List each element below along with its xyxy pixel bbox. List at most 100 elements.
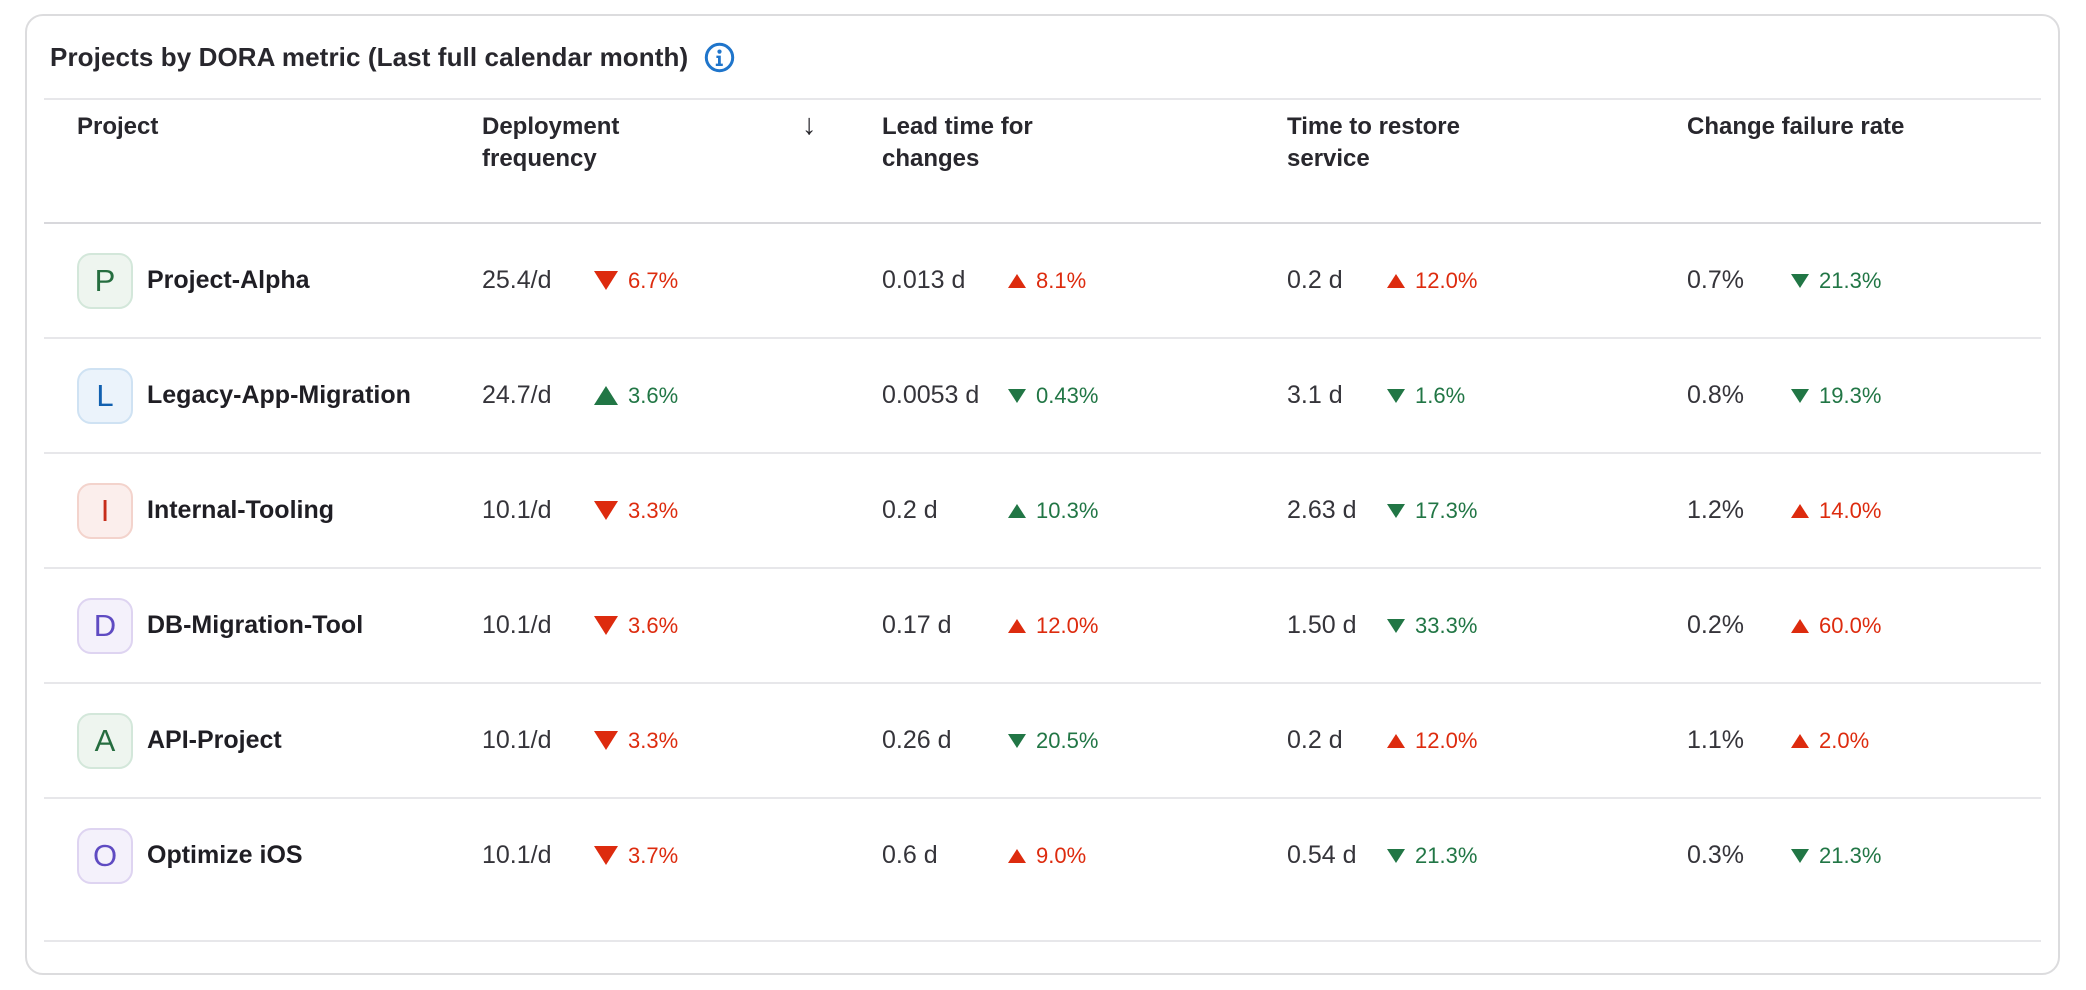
trend-indicator: 8.1% [1008, 268, 1086, 294]
column-header-time-to-restore[interactable]: Time to restore service [1262, 100, 1662, 222]
change-failure-rate-cell: 1.1% 2.0% [1662, 726, 2041, 755]
delta-percent: 10.3% [1036, 497, 1099, 523]
delta-percent: 14.0% [1819, 497, 1882, 523]
column-header-label: Change failure rate [1687, 113, 1905, 140]
avatar-letter: D [93, 607, 117, 643]
delta-percent: 3.7% [628, 842, 679, 868]
trend-triangle-icon [1791, 733, 1809, 748]
project-avatar[interactable]: I [77, 482, 133, 539]
trend-indicator: 3.3% [594, 728, 678, 754]
avatar-letter: P [94, 262, 116, 298]
deployment-frequency-cell: 25.4/d 6.7% [457, 266, 857, 295]
delta-percent: 3.6% [628, 612, 679, 638]
change-failure-rate-cell: 0.3% 21.3% [1662, 841, 2041, 870]
trend-indicator: 3.6% [594, 613, 678, 639]
metric-value: 0.2 d [1287, 266, 1343, 294]
trend-indicator: 17.3% [1387, 498, 1477, 524]
time-to-restore-cell: 0.2 d 12.0% [1262, 266, 1662, 295]
trend-indicator: 9.0% [1008, 843, 1086, 869]
metric-value: 0.17 d [882, 611, 952, 639]
metric-value: 0.7% [1687, 266, 1744, 294]
trend-triangle-icon [1387, 618, 1405, 633]
delta-percent: 21.3% [1819, 842, 1882, 868]
table-body: P Project-Alpha 25.4/d 6.7% 0.013 d 8.1%… [44, 224, 2041, 942]
change-failure-rate-cell: 0.8% 19.3% [1662, 381, 2041, 410]
delta-percent: 9.0% [1036, 842, 1087, 868]
trend-triangle-icon [1791, 503, 1809, 518]
time-to-restore-cell: 0.2 d 12.0% [1262, 726, 1662, 755]
metric-value: 10.1/d [482, 611, 552, 639]
delta-percent: 3.3% [628, 497, 679, 523]
delta-percent: 6.7% [628, 267, 679, 293]
trend-triangle-icon [1791, 618, 1809, 633]
trend-triangle-icon [594, 386, 618, 405]
time-to-restore-cell: 1.50 d 33.3% [1262, 611, 1662, 640]
column-header-label: Time to restore service [1287, 113, 1460, 172]
trend-triangle-icon [1387, 503, 1405, 518]
projects-dora-table: Project Deployment frequency ↓ Lead time… [44, 98, 2041, 942]
project-name-link[interactable]: Legacy-App-Migration [147, 381, 411, 409]
trend-triangle-icon [1008, 848, 1026, 863]
column-header-change-failure-rate[interactable]: Change failure rate [1662, 100, 2041, 222]
trend-triangle-icon [1387, 733, 1405, 748]
project-name-link[interactable]: Project-Alpha [147, 266, 310, 294]
project-cell: D DB-Migration-Tool [44, 597, 457, 654]
trend-triangle-icon [1791, 388, 1809, 403]
project-avatar[interactable]: A [77, 712, 133, 769]
trend-indicator: 60.0% [1791, 613, 1881, 639]
delta-percent: 3.6% [628, 382, 679, 408]
avatar-letter: L [96, 377, 114, 413]
trend-triangle-icon [1008, 618, 1026, 633]
panel-title: Projects by DORA metric (Last full calen… [50, 41, 689, 72]
project-avatar[interactable]: O [77, 827, 133, 884]
info-icon[interactable] [703, 41, 736, 74]
table-row: I Internal-Tooling 10.1/d 3.3% 0.2 d 10.… [44, 454, 2041, 569]
table-row: L Legacy-App-Migration 24.7/d 3.6% 0.005… [44, 339, 2041, 454]
project-avatar[interactable]: L [77, 367, 133, 424]
lead-time-cell: 0.6 d 9.0% [857, 841, 1262, 870]
metric-value: 25.4/d [482, 266, 552, 294]
metric-value: 10.1/d [482, 496, 552, 524]
metric-value: 1.50 d [1287, 611, 1357, 639]
deployment-frequency-cell: 24.7/d 3.6% [457, 381, 857, 410]
project-name-link[interactable]: API-Project [147, 726, 282, 754]
trend-triangle-icon [1387, 273, 1405, 288]
metric-value: 10.1/d [482, 841, 552, 869]
trend-triangle-icon [1387, 848, 1405, 863]
project-name-link[interactable]: DB-Migration-Tool [147, 611, 364, 639]
trend-indicator: 12.0% [1387, 268, 1477, 294]
metric-value: 0.3% [1687, 841, 1744, 869]
trend-triangle-icon [1791, 848, 1809, 863]
trend-indicator: 21.3% [1791, 268, 1881, 294]
trend-triangle-icon [594, 731, 618, 750]
project-avatar[interactable]: D [77, 597, 133, 654]
trend-triangle-icon [594, 846, 618, 865]
trend-indicator: 1.6% [1387, 383, 1465, 409]
metric-value: 10.1/d [482, 726, 552, 754]
time-to-restore-cell: 0.54 d 21.3% [1262, 841, 1662, 870]
trend-indicator: 12.0% [1387, 728, 1477, 754]
project-cell: A API-Project [44, 712, 457, 769]
delta-percent: 33.3% [1415, 612, 1478, 638]
avatar-letter: I [100, 492, 110, 528]
project-avatar[interactable]: P [77, 252, 133, 309]
trend-indicator: 10.3% [1008, 498, 1098, 524]
trend-indicator: 3.6% [594, 383, 678, 409]
project-cell: I Internal-Tooling [44, 482, 457, 539]
metric-value: 1.1% [1687, 726, 1744, 754]
table-row: O Optimize iOS 10.1/d 3.7% 0.6 d 9.0% 0.… [44, 799, 2041, 942]
deployment-frequency-cell: 10.1/d 3.3% [457, 726, 857, 755]
project-name-link[interactable]: Internal-Tooling [147, 496, 335, 524]
panel-header: Projects by DORA metric (Last full calen… [27, 16, 2058, 98]
trend-triangle-icon [1387, 388, 1405, 403]
metric-value: 24.7/d [482, 381, 552, 409]
project-name-link[interactable]: Optimize iOS [147, 841, 303, 869]
column-header-lead-time[interactable]: Lead time for changes [857, 100, 1262, 222]
metric-value: 0.013 d [882, 266, 966, 294]
sort-descending-icon[interactable]: ↓ [802, 109, 817, 141]
column-header-deployment-frequency[interactable]: Deployment frequency ↓ [457, 100, 857, 222]
column-header-project[interactable]: Project [44, 100, 457, 222]
metric-value: 0.0053 d [882, 381, 980, 409]
trend-triangle-icon [1008, 273, 1026, 288]
avatar-letter: A [94, 722, 116, 758]
